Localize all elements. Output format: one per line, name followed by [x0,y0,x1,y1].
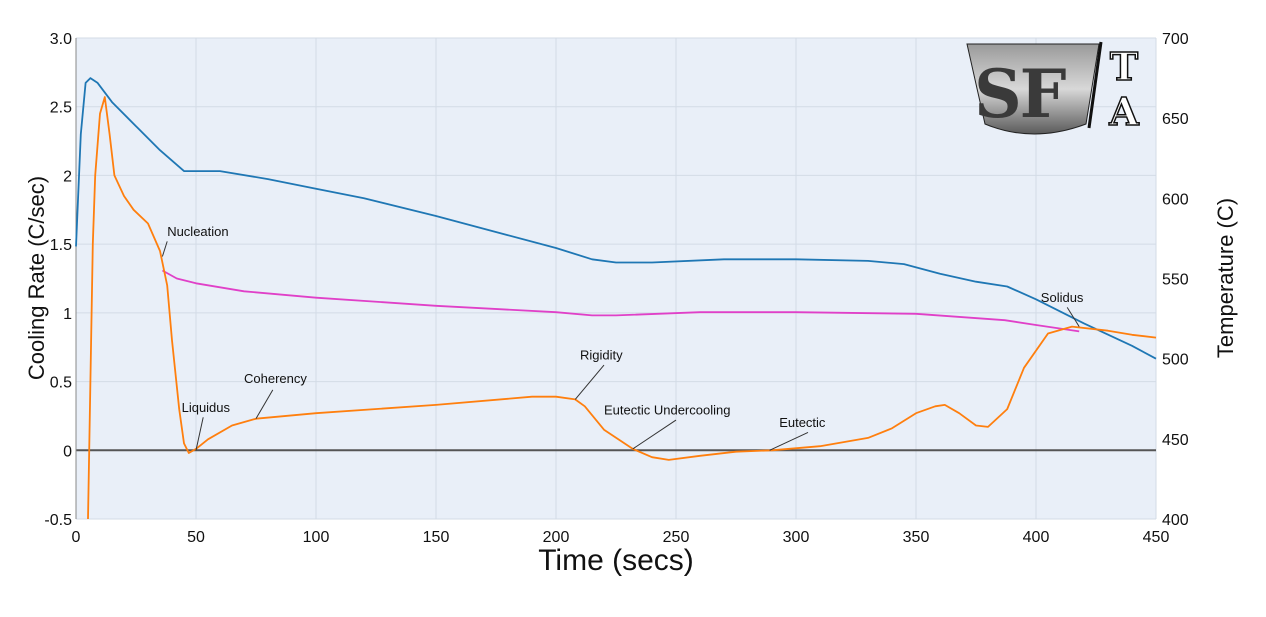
left-tick-label: -0.5 [44,512,72,529]
annotation-label: Eutectic Undercooling [604,403,730,418]
left-tick-label: 2.5 [50,100,72,117]
right-tick-label: 700 [1162,31,1189,48]
annotation-label: Rigidity [580,348,623,363]
left-tick-label: 0.5 [50,375,72,392]
x-tick-label: 400 [1023,529,1050,546]
right-tick-label: 500 [1162,352,1189,369]
x-tick-label: 250 [663,529,690,546]
x-tick-label: 300 [783,529,810,546]
left-tick-label: 1.5 [50,237,72,254]
right-tick-label: 550 [1162,272,1189,289]
annotation-label: Nucleation [167,224,228,239]
left-tick-label: 1 [63,306,72,323]
x-tick-label: 100 [303,529,330,546]
annotation-label: Eutectic [779,415,826,430]
right-axis-ticks: 400 450 500 550 600 650 700 [1162,31,1189,529]
x-tick-label: 200 [543,529,570,546]
left-axis-title: Cooling Rate (C/sec) [24,176,49,380]
series-group [75,77,1157,520]
x-axis-ticks: 0 50 100 150 200 250 300 350 400 450 [72,529,1170,546]
annotation-label: Coherency [244,371,307,386]
annotation-leader [161,241,168,257]
annotation-leader [769,431,809,451]
cooling-rate-line [87,96,1157,520]
x-axis-title: Time (secs) [538,544,694,577]
annotation-leader [632,419,677,450]
annotation-leader [1066,307,1080,327]
left-tick-label: 2 [63,168,72,185]
right-tick-label: 600 [1162,191,1189,208]
right-tick-label: 400 [1162,512,1189,529]
logo-divider [1087,41,1103,129]
annotation-label: Solidus [1041,290,1084,305]
sfta-logo: S F T A [966,41,1140,135]
left-tick-label: 0 [63,443,72,460]
annotations-group: Nucleation Liquidus Coherency Rigidity Eutec… [161,224,1084,451]
right-axis-title: Temperature (C) [1213,198,1238,358]
annotation-leader [195,417,204,451]
left-tick-label: 3.0 [50,31,72,48]
annotation-label: Liquidus [182,400,231,415]
logo-letter-a: A [1108,89,1139,134]
logo-letter-t: T [1110,44,1138,89]
x-tick-label: 450 [1143,529,1170,546]
interpolated-temperature-line [161,269,1080,333]
annotation-leader [255,389,274,419]
plot-background [76,38,1156,519]
annotation-leader [574,364,605,400]
logo-letter-f: F [1020,55,1067,133]
left-axis-ticks: -0.5 0 0.5 1 1.5 2 2.5 3.0 [44,31,72,529]
logo-letter-s: S [974,55,1022,133]
right-tick-label: 450 [1162,432,1189,449]
x-tick-label: 50 [187,529,205,546]
x-tick-label: 0 [72,529,81,546]
right-tick-label: 650 [1162,111,1189,128]
temperature-line [75,77,1157,360]
x-tick-label: 350 [903,529,930,546]
logo-crucible-shape [966,43,1100,135]
x-tick-label: 150 [423,529,450,546]
